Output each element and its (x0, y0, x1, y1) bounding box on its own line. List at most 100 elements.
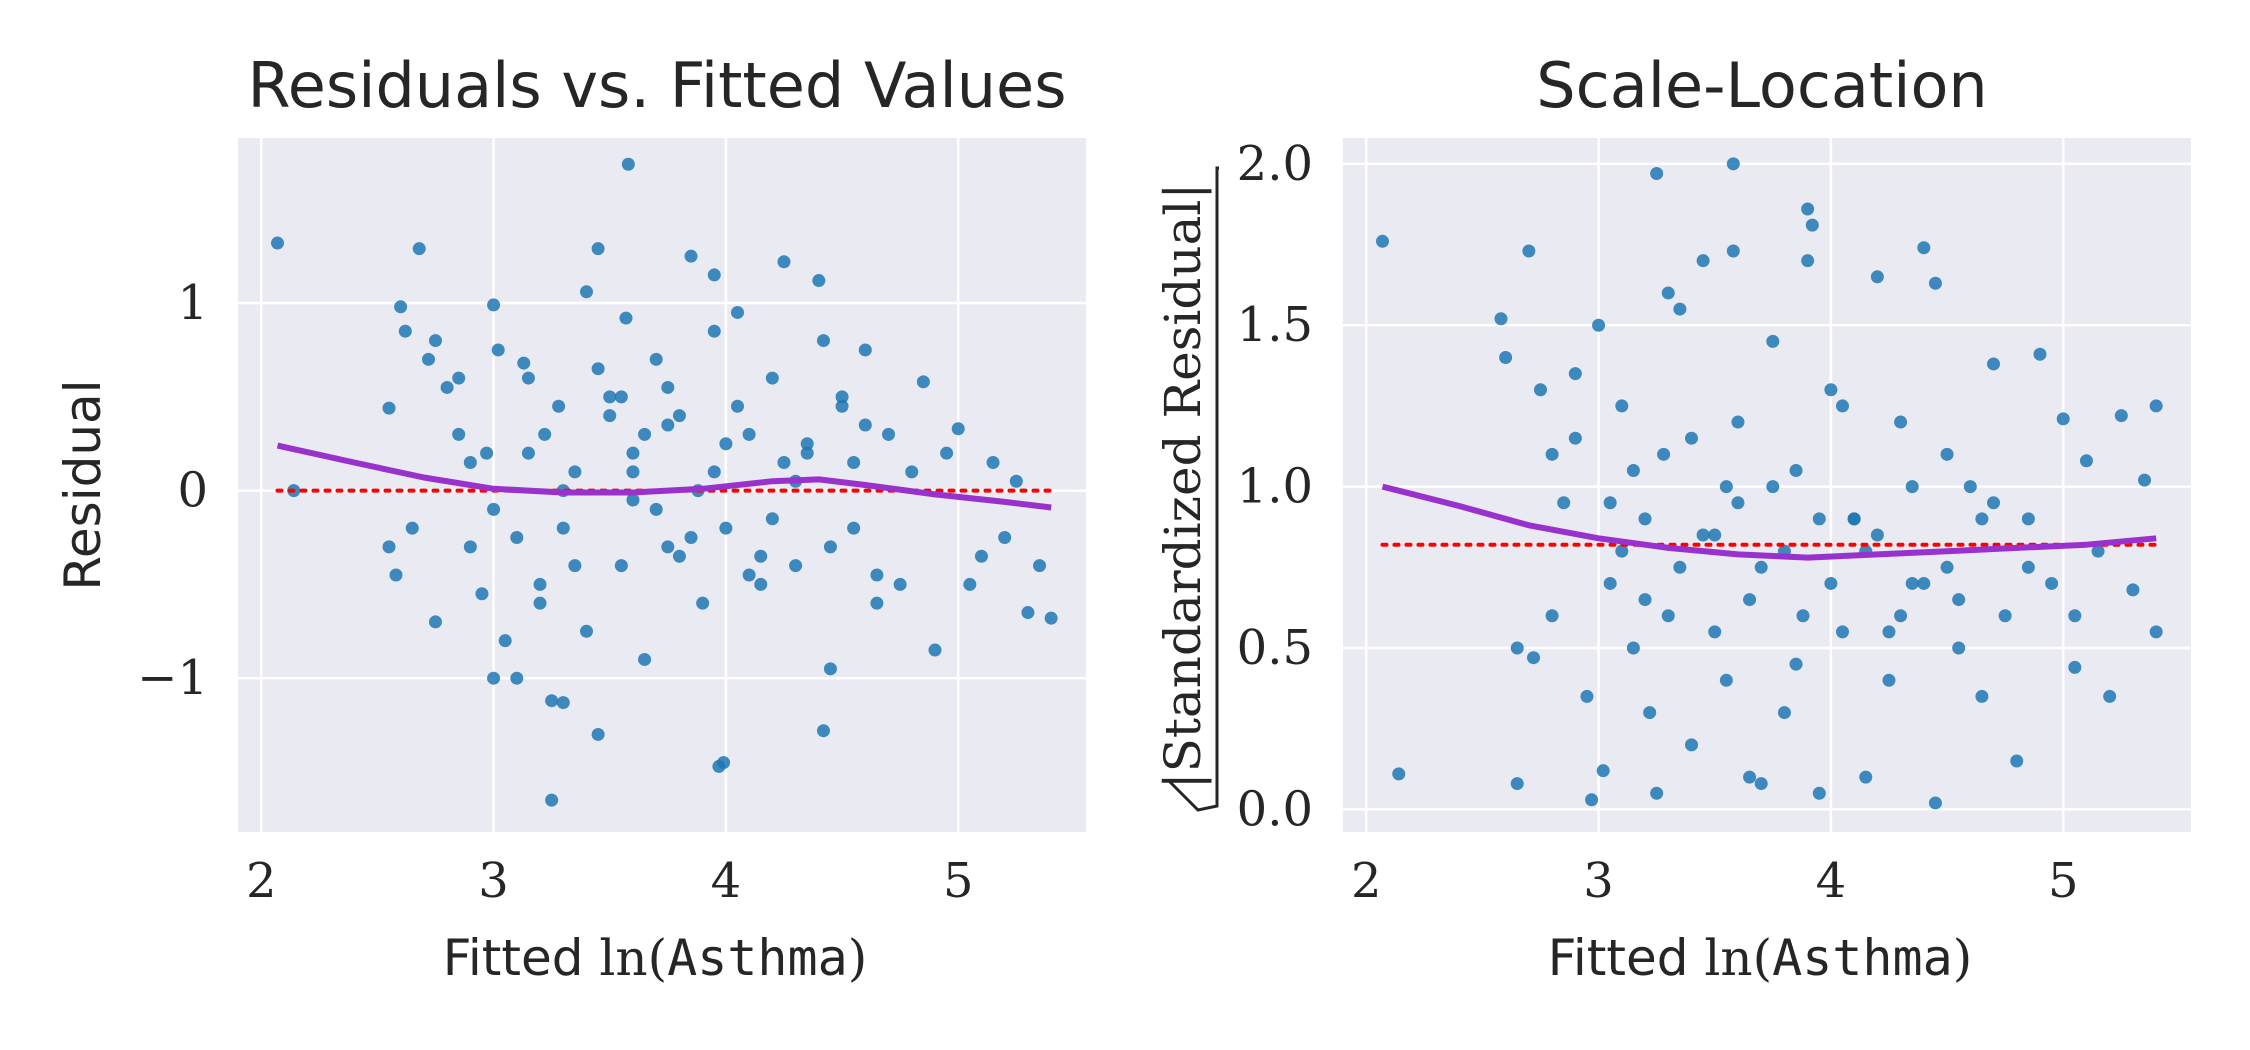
data-point (510, 671, 524, 685)
x-tick-label: 4 (1816, 853, 1847, 909)
data-point (1882, 625, 1896, 639)
data-point (731, 305, 745, 319)
y-tick-label: 0.0 (1237, 781, 1313, 837)
data-point (2149, 625, 2163, 639)
data-point (823, 662, 837, 676)
sqrt-symbol (1166, 166, 1219, 812)
data-point (510, 531, 524, 545)
data-point (1743, 593, 1757, 607)
data-point (603, 390, 617, 404)
y-tick-label: −1 (137, 650, 208, 706)
x-tick-label: 3 (1583, 853, 1614, 909)
data-point (2079, 454, 2093, 468)
data-point (1726, 157, 1740, 171)
data-point (568, 465, 582, 479)
data-point (893, 577, 907, 591)
data-point (1894, 415, 1908, 429)
y-tick-label: 0 (177, 463, 208, 519)
x-tick-label: 3 (478, 853, 509, 909)
data-point (533, 596, 547, 610)
data-point (2056, 412, 2070, 426)
data-point (731, 399, 745, 413)
data-point (452, 371, 466, 385)
x-axis-label-var: Asthma (667, 929, 848, 987)
data-point (986, 455, 1000, 469)
data-point (2114, 409, 2128, 423)
data-point (1684, 431, 1698, 445)
data-point (1766, 334, 1780, 348)
data-point (1392, 767, 1406, 781)
data-point (1375, 234, 1389, 248)
data-point (1824, 383, 1838, 397)
data-point (1527, 651, 1541, 665)
data-point (389, 568, 403, 582)
data-point (1568, 367, 1582, 381)
data-point (2103, 689, 2117, 703)
data-point (1859, 770, 1873, 784)
data-point (491, 343, 505, 357)
x-axis-label-func: ln( (599, 929, 667, 987)
data-point (1882, 673, 1896, 687)
data-point (621, 157, 635, 171)
data-point (649, 352, 663, 366)
data-point (591, 362, 605, 376)
data-point (1998, 609, 2012, 623)
data-point (1766, 480, 1780, 494)
scale-location-panel: Scale-Location 0.0 0.5 1.0 1.5 2.0 2 3 4 5 |Sta… (1154, 49, 2191, 987)
data-point (1801, 254, 1815, 268)
data-point (1510, 777, 1524, 791)
data-point (1975, 512, 1989, 526)
data-point (270, 236, 284, 250)
data-point (1987, 496, 2001, 510)
data-point (847, 521, 861, 535)
data-point (2010, 754, 2024, 768)
data-point (1568, 431, 1582, 445)
data-point (717, 756, 731, 770)
data-point (475, 587, 489, 601)
data-point (412, 242, 426, 256)
data-point (1894, 609, 1908, 623)
data-point (1905, 576, 1919, 590)
scatter-points (270, 157, 1058, 807)
data-point (742, 427, 756, 441)
data-point (1545, 447, 1559, 461)
data-point (719, 521, 733, 535)
data-point (579, 285, 593, 299)
lowess-curve (1381, 483, 2157, 561)
x-axis-label-var: Asthma (1772, 929, 1953, 987)
data-point (1580, 689, 1594, 703)
data-point (777, 255, 791, 269)
data-point (2068, 609, 2082, 623)
data-point (1510, 641, 1524, 655)
data-point (1917, 241, 1931, 255)
data-point (1987, 357, 2001, 371)
data-point (835, 390, 849, 404)
data-point (1726, 244, 1740, 258)
data-point (1643, 706, 1657, 720)
data-point (835, 399, 849, 413)
data-point (1870, 528, 1884, 542)
data-point (1009, 474, 1023, 488)
data-point (870, 596, 884, 610)
data-point (1661, 609, 1675, 623)
y-axis-label: |Standardized Residual| (1154, 166, 1219, 812)
data-point (1522, 244, 1536, 258)
data-point (1684, 738, 1698, 752)
data-point (487, 298, 501, 312)
data-point (1661, 286, 1675, 300)
x-axis-label-suffix: ) (848, 929, 868, 987)
data-point (1650, 786, 1664, 800)
data-point (626, 465, 640, 479)
data-point (614, 390, 628, 404)
data-point (1585, 793, 1599, 807)
data-point (719, 437, 733, 451)
data-point (940, 446, 954, 460)
data-point (1940, 447, 1954, 461)
data-point (603, 409, 617, 423)
data-point (638, 652, 652, 666)
data-point (661, 380, 675, 394)
data-point (1673, 560, 1687, 574)
plot-area (238, 138, 1086, 832)
y-axis-label: Residual (54, 379, 112, 590)
residuals-vs-fitted-panel: Residuals vs. Fitted Values −1 0 1 2 3 4 5 Re… (54, 49, 1086, 987)
